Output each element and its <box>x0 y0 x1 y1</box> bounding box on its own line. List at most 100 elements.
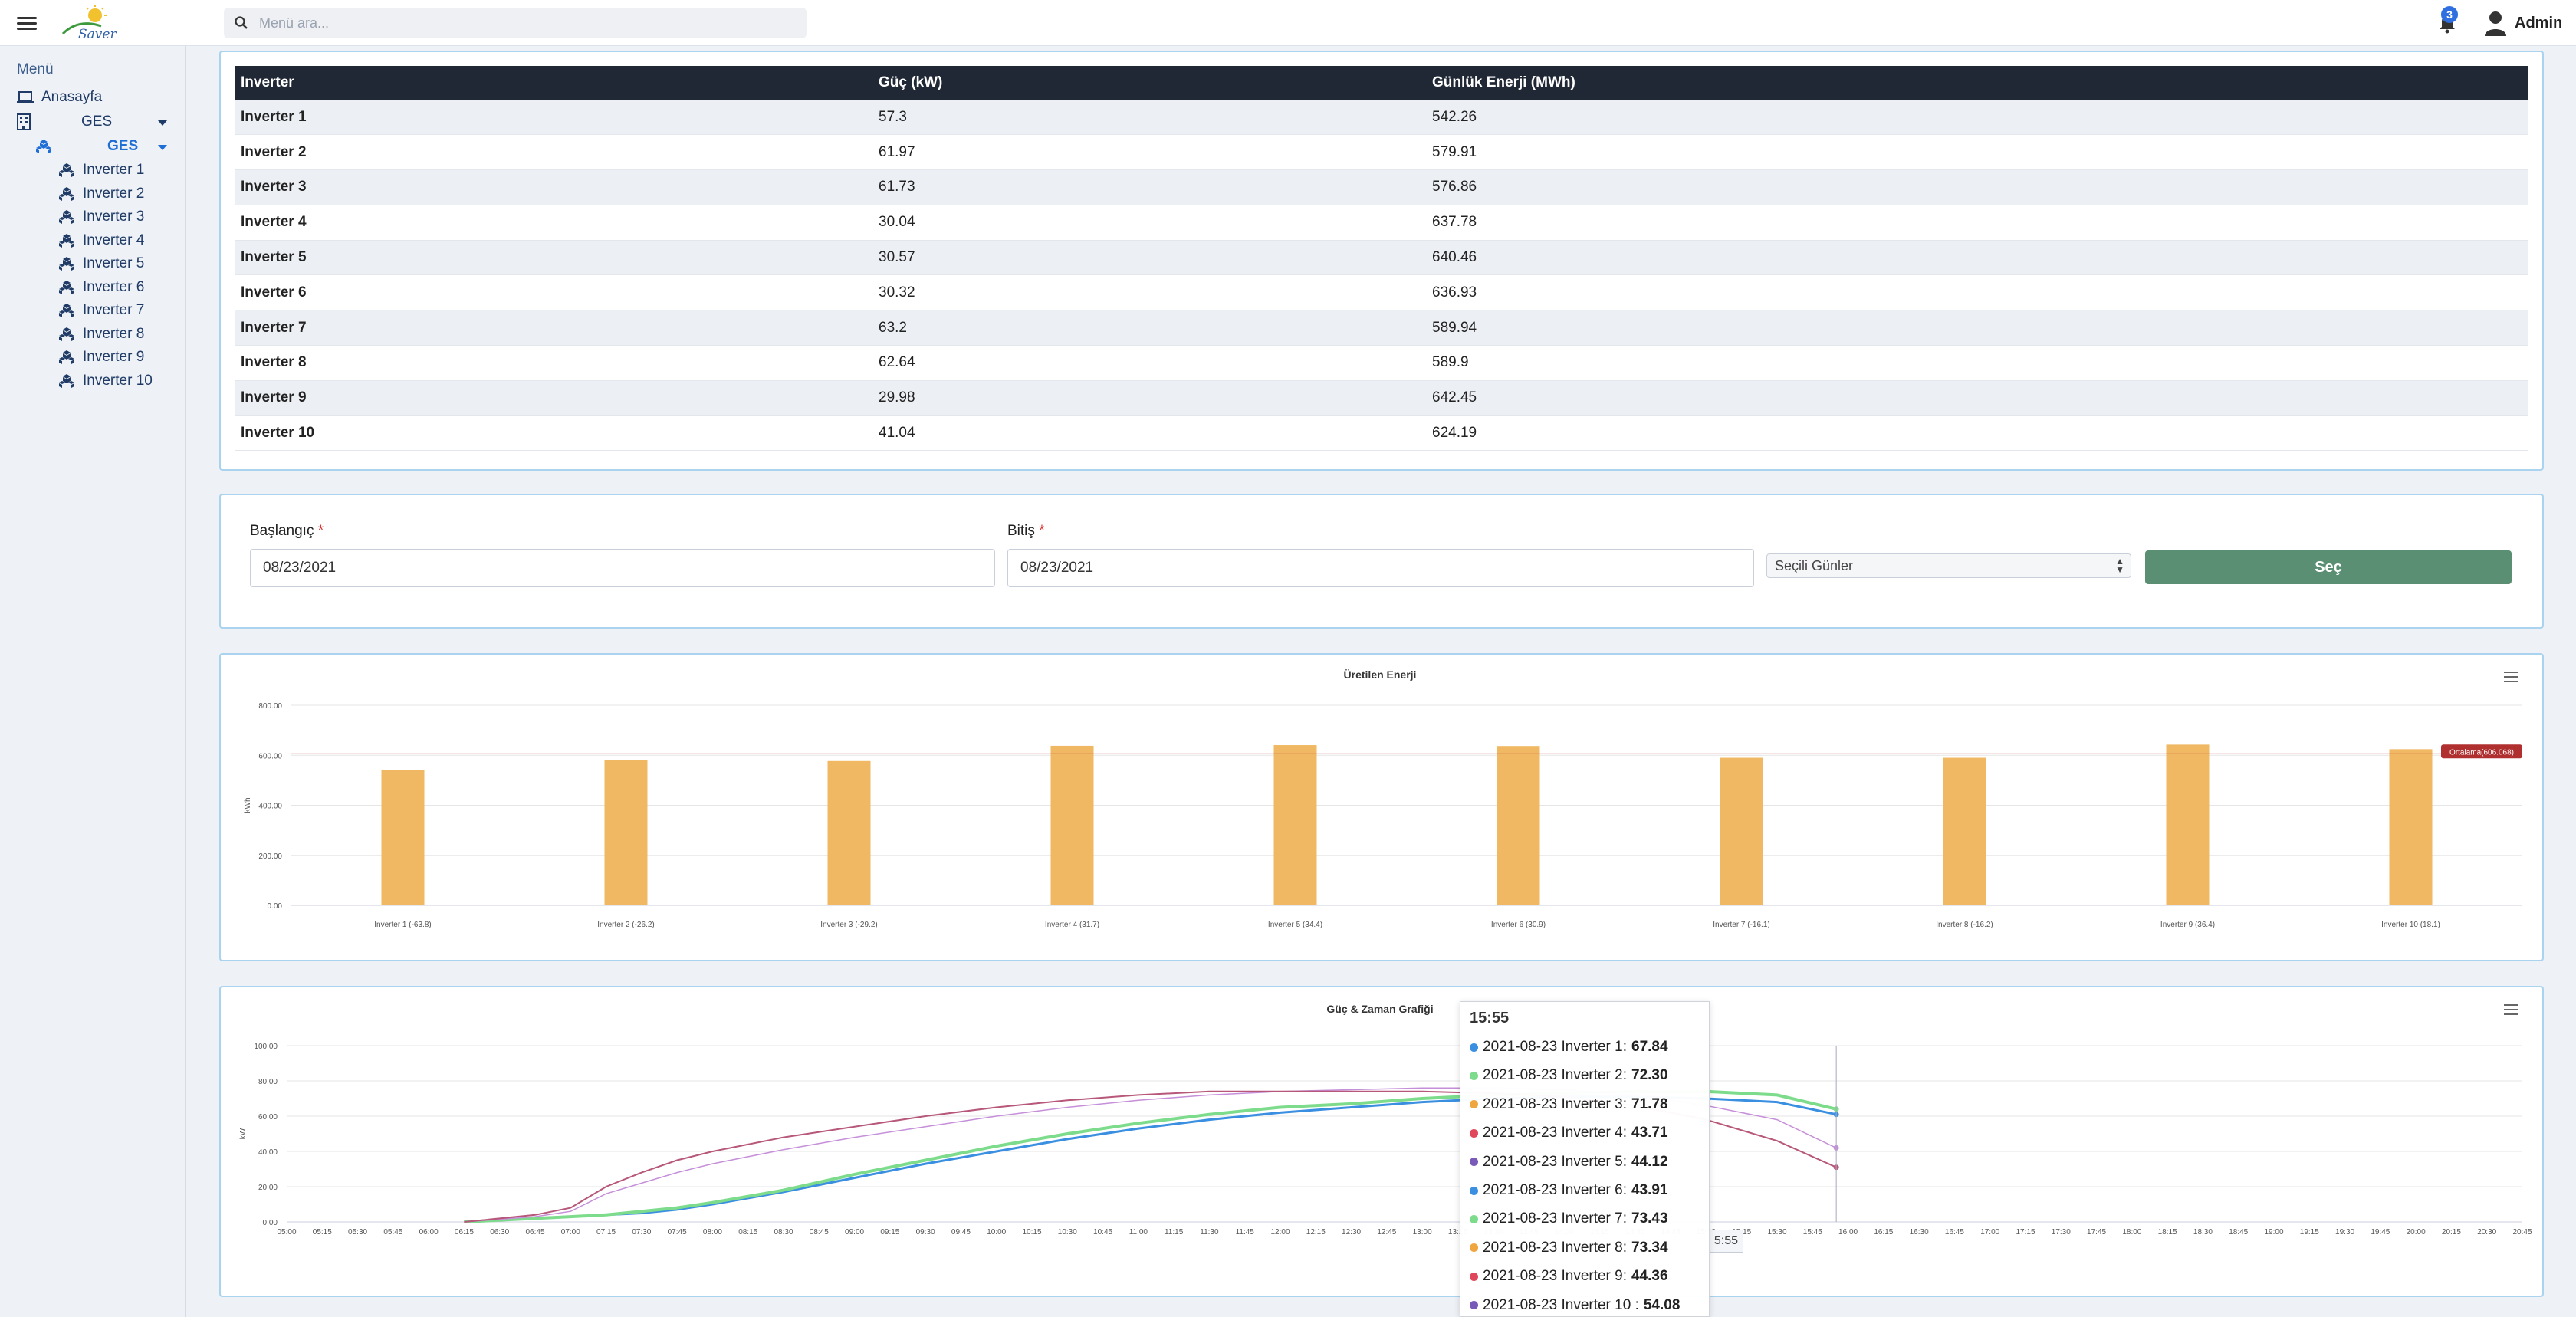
top-bar: Saver 3 Admin <box>0 0 2576 46</box>
column-header-daily-energy[interactable]: Günlük Enerji (MWh) <box>1426 66 2528 100</box>
select-arrows-icon: ▲ ▼ <box>2115 556 2124 575</box>
table-row[interactable]: Inverter 10 41.04 624.19 <box>235 415 2528 452</box>
sidebar-item-inverter-1[interactable]: Inverter 1 <box>58 162 144 179</box>
day-selection-select[interactable]: Seçili Günler ▲ ▼ <box>1766 553 2131 578</box>
bar[interactable] <box>1273 745 1317 905</box>
x-tick-label: 17:15 <box>2016 1228 2035 1237</box>
sidebar-item-home[interactable]: Anasayfa <box>17 89 102 106</box>
x-tick-label: 19:15 <box>2300 1228 2319 1237</box>
x-tick-label: 20:00 <box>2407 1228 2426 1237</box>
menu-title: Menü <box>17 61 54 77</box>
bar[interactable] <box>1497 746 1540 905</box>
line-chart-menu-icon[interactable] <box>2504 1004 2518 1015</box>
sidebar-item-inverter-8[interactable]: Inverter 8 <box>58 326 144 343</box>
tooltip-value: 44.36 <box>1631 1268 1668 1285</box>
tooltip-row: 2021-08-23 Inverter 9: 44.36 <box>1470 1268 1668 1285</box>
cell-power: 62.64 <box>872 345 1426 381</box>
cubes-icon <box>59 210 74 224</box>
tooltip-label: 2021-08-23 Inverter 8: <box>1483 1239 1628 1256</box>
cell-power: 29.98 <box>872 380 1426 416</box>
x-tick-label: 20:30 <box>2477 1228 2496 1237</box>
x-tick-label: 15:45 <box>1803 1228 1822 1237</box>
bar[interactable] <box>1943 757 1986 905</box>
x-tick-label: Inverter 6 (30.9) <box>1491 921 1546 929</box>
cell-energy: 636.93 <box>1426 274 2528 311</box>
hamburger-menu-icon[interactable] <box>17 17 37 30</box>
x-tick-label: 10:45 <box>1093 1228 1112 1237</box>
cell-name: Inverter 1 <box>235 100 872 136</box>
sidebar-item-inverter-5[interactable]: Inverter 5 <box>58 255 144 272</box>
sidebar-item-inverter-10[interactable]: Inverter 10 <box>58 373 153 389</box>
building-icon <box>17 113 31 130</box>
end-date-input[interactable]: 08/23/2021 <box>1007 549 1754 587</box>
sidebar-group-ges[interactable]: GES <box>17 113 170 130</box>
bar[interactable] <box>604 760 648 905</box>
bar[interactable] <box>1720 757 1763 905</box>
x-tick-label: 12:15 <box>1306 1228 1326 1237</box>
sidebar-item-label: Inverter 9 <box>83 349 145 365</box>
user-menu[interactable]: Admin <box>2484 8 2562 38</box>
sidebar-item-inverter-9[interactable]: Inverter 9 <box>58 349 144 366</box>
tooltip-row: 2021-08-23 Inverter 4: 43.71 <box>1470 1125 1668 1141</box>
x-tick-label: 11:00 <box>1129 1228 1148 1237</box>
cell-energy: 589.94 <box>1426 310 2528 346</box>
x-tick-label: Inverter 3 (-29.2) <box>820 921 877 929</box>
table-row[interactable]: Inverter 3 61.73 576.86 <box>235 169 2528 205</box>
x-tick-label: 13:15 <box>1448 1228 1467 1237</box>
series-dot-icon <box>1470 1043 1478 1052</box>
series-dot-icon <box>1470 1186 1478 1195</box>
sidebar-item-label: Inverter 2 <box>83 185 145 202</box>
cubes-icon <box>59 373 74 388</box>
tooltip-label: 2021-08-23 Inverter 2: <box>1483 1067 1628 1084</box>
sidebar-item-label: Anasayfa <box>41 89 103 105</box>
table-row[interactable]: Inverter 2 61.97 579.91 <box>235 134 2528 171</box>
sidebar-item-inverter-7[interactable]: Inverter 7 <box>58 302 144 319</box>
bar[interactable] <box>1050 745 1094 905</box>
laptop-icon <box>17 91 34 103</box>
bar-chart-menu-icon[interactable] <box>2504 672 2518 682</box>
sidebar-item-label: Inverter 3 <box>83 209 145 225</box>
cell-energy: 642.45 <box>1426 380 2528 416</box>
sidebar-item-inverter-2[interactable]: Inverter 2 <box>58 186 144 202</box>
table-row[interactable]: Inverter 1 57.3 542.26 <box>235 100 2528 136</box>
table-row[interactable]: Inverter 5 30.57 640.46 <box>235 240 2528 276</box>
x-tick-label: 08:15 <box>738 1228 757 1237</box>
tooltip-value: 67.84 <box>1631 1039 1668 1055</box>
x-tick-label: 09:45 <box>951 1228 971 1237</box>
table-row[interactable]: Inverter 7 63.2 589.94 <box>235 310 2528 346</box>
x-tick-label: Inverter 10 (18.1) <box>2381 921 2440 929</box>
cell-power: 30.04 <box>872 205 1426 241</box>
table-header-row: Inverter Güç (kW) Günlük Enerji (MWh) <box>235 66 2528 100</box>
column-header-inverter[interactable]: Inverter <box>235 66 872 100</box>
start-date-input[interactable]: 08/23/2021 <box>250 549 995 587</box>
cell-energy: 542.26 <box>1426 100 2528 136</box>
x-tick-label: 15:30 <box>1767 1228 1786 1237</box>
bar[interactable] <box>2389 749 2433 905</box>
sidebar-item-inverter-6[interactable]: Inverter 6 <box>58 279 144 296</box>
cell-power: 61.73 <box>872 169 1426 205</box>
table-row[interactable]: Inverter 9 29.98 642.45 <box>235 380 2528 416</box>
bar[interactable] <box>2166 744 2210 905</box>
power-time-line-chart: 0.00 20.00 40.00 60.00 80.00 100.00 kW 05:00 05:… <box>239 1043 2532 1237</box>
sidebar-subgroup-ges[interactable]: GES <box>35 138 170 155</box>
y-tick-label: 100.00 <box>254 1043 278 1051</box>
table-row[interactable]: Inverter 6 30.32 636.93 <box>235 274 2528 311</box>
power-time-chart-panel <box>219 986 2544 1297</box>
select-submit-button[interactable]: Seç <box>2145 550 2512 584</box>
x-tick-label: 05:45 <box>383 1228 402 1237</box>
sidebar-item-inverter-4[interactable]: Inverter 4 <box>58 232 144 249</box>
table-row[interactable]: Inverter 4 30.04 637.78 <box>235 205 2528 241</box>
x-tick-label: 17:00 <box>1980 1228 1999 1237</box>
x-tick-label: Inverter 9 (36.4) <box>2160 921 2215 929</box>
search-input[interactable] <box>259 8 796 38</box>
bar[interactable] <box>381 770 425 905</box>
x-tick-label: 11:30 <box>1200 1228 1219 1237</box>
table-row[interactable]: Inverter 8 62.64 589.9 <box>235 345 2528 381</box>
x-tick-label: 10:00 <box>987 1228 1006 1237</box>
sidebar-item-inverter-3[interactable]: Inverter 3 <box>58 209 144 225</box>
search-box[interactable] <box>224 8 807 38</box>
column-header-power[interactable]: Güç (kW) <box>872 66 1426 100</box>
x-tick-label: 13:00 <box>1413 1228 1432 1237</box>
bar[interactable] <box>827 760 871 905</box>
cell-energy: 579.91 <box>1426 134 2528 171</box>
